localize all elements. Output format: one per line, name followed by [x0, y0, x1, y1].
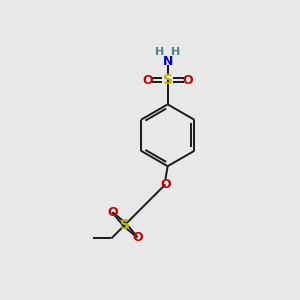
Text: O: O [132, 231, 143, 244]
Text: O: O [107, 206, 118, 219]
Text: O: O [182, 74, 193, 87]
Text: H: H [155, 47, 164, 57]
Text: H: H [171, 47, 181, 57]
Text: N: N [163, 55, 173, 68]
Text: O: O [160, 178, 171, 191]
Text: S: S [163, 73, 173, 87]
Text: O: O [142, 74, 153, 87]
Text: S: S [120, 218, 130, 232]
